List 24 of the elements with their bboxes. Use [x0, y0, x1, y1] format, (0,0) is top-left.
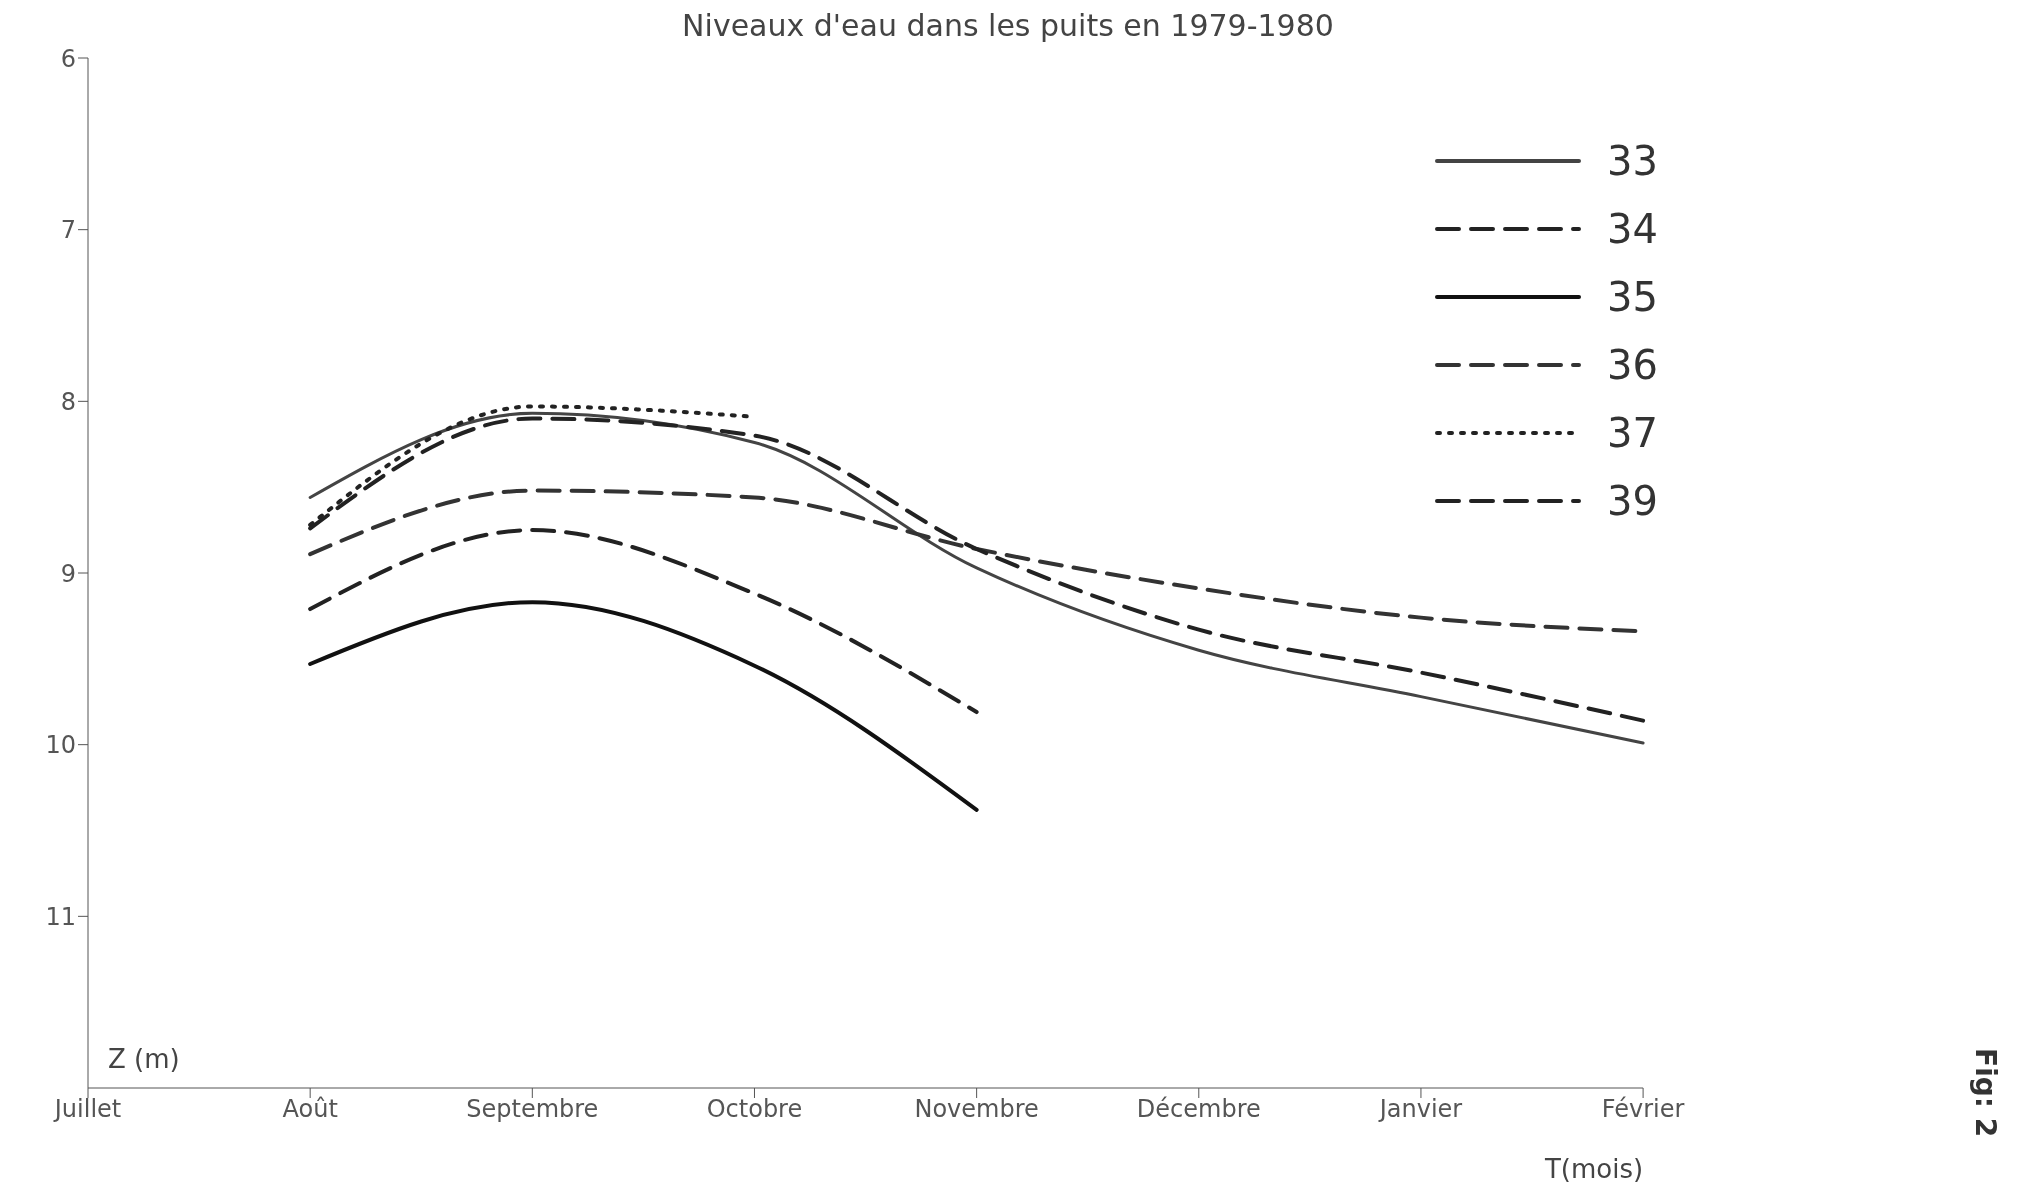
x-tick-label: Août: [282, 1095, 338, 1124]
y-tick-label: 10: [45, 731, 76, 760]
x-tick-label: Septembre: [466, 1095, 599, 1124]
y-tick-label: 11: [45, 902, 76, 931]
x-tick-label: Octobre: [706, 1095, 803, 1124]
x-tick-label: Novembre: [914, 1095, 1039, 1124]
x-axis-title: T(mois): [1543, 1154, 1644, 1184]
y-tick-label: 7: [60, 216, 76, 245]
x-tick-label: Décembre: [1136, 1095, 1261, 1124]
y-axis-title: Z (m): [108, 1044, 180, 1074]
legend-label: 35: [1607, 274, 1658, 320]
y-tick-label: 9: [60, 559, 76, 588]
text: Fig: 2: [1969, 1048, 2002, 1138]
x-tick-label: Février: [1601, 1095, 1685, 1124]
y-tick-label: 6: [60, 44, 76, 73]
legend-label: 39: [1607, 478, 1658, 524]
x-tick-label: Janvier: [1377, 1095, 1463, 1124]
legend-label: 34: [1607, 206, 1658, 252]
legend-label: 33: [1607, 138, 1658, 184]
y-tick-label: 8: [60, 387, 76, 416]
chart-title: Niveaux d'eau dans les puits en 1979-1980: [681, 8, 1335, 43]
legend-label: 36: [1607, 342, 1658, 388]
legend-label: 37: [1607, 410, 1658, 456]
x-tick-label: Juillet: [52, 1095, 122, 1124]
